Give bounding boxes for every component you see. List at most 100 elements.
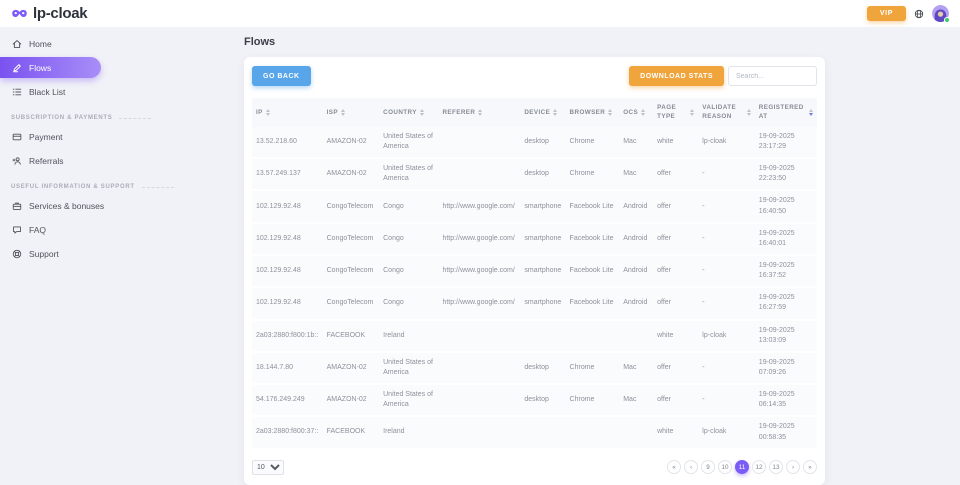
flows-table-header: IP ISP COUNTRY REFERER DEVICE BROWSER OCS PAGE … (252, 98, 817, 127)
sidebar-item-faq[interactable]: FAQ (0, 219, 230, 240)
blacklist-icon (11, 87, 22, 97)
cell-registered_at: 19-09-2025 22:23:50 (754, 158, 817, 192)
cell-page_type: offer (653, 287, 699, 321)
table-row: 102.129.92.48 CongoTelecom Congo http://www… (252, 190, 817, 224)
home-icon (11, 39, 22, 49)
column-header-ocs[interactable]: OCS (619, 98, 654, 127)
sort-icon (478, 108, 483, 116)
table-row: 2a03:2880:f800:1b:: FACEBOOK Ireland white l… (252, 319, 817, 353)
column-label: IP (256, 108, 263, 116)
cell-page_type: white (653, 319, 699, 353)
table-row: 18.144.7.80 AMAZON-02 United States of Ame… (252, 351, 817, 386)
download-stats-button[interactable]: DOWNLOAD STATS (629, 66, 724, 86)
cell-isp: AMAZON-02 (322, 158, 380, 192)
column-header-referer[interactable]: REFERER (438, 98, 521, 127)
sidebar: Home Flows Black List SUBSCRIPTION & PAYMEN… (0, 27, 230, 267)
cell-referer (438, 126, 521, 160)
card-footer: 10 «‹ 9 10 11 12 13 ›» (252, 459, 817, 475)
table-row: 2a03:2880:f800:37:: FACEBOOK Ireland white l… (252, 416, 817, 450)
pagination-page-13[interactable]: 13 (769, 460, 783, 475)
sidebar-item-services-bonuses[interactable]: Services & bonuses (0, 195, 230, 216)
cell-isp: AMAZON-02 (322, 126, 380, 160)
cell-registered_at: 19-09-2025 16:37:52 (754, 255, 817, 289)
language-globe-icon[interactable] (914, 9, 924, 19)
pagination-last-page[interactable]: » (803, 460, 817, 475)
page-size-select[interactable]: 10 (252, 459, 284, 475)
column-header-page-type[interactable]: PAGE TYPE (653, 98, 699, 127)
column-label: REGISTERED AT (758, 104, 804, 121)
cell-device: smartphone (520, 287, 566, 321)
cell-page_type: offer (653, 158, 699, 192)
table-row: 102.129.92.48 CongoTelecom Congo http://www… (252, 287, 817, 321)
support-icon (11, 249, 22, 259)
cell-ocs: Android (619, 255, 654, 289)
cell-page_type: offer (653, 190, 699, 224)
cell-page_type: offer (653, 255, 699, 289)
sidebar-item-label: Payment (29, 131, 63, 142)
user-avatar[interactable] (932, 5, 950, 23)
pagination-page-12[interactable]: 12 (752, 460, 766, 475)
sidebar-item-label: Support (29, 248, 59, 259)
cell-ip: 102.129.92.48 (252, 287, 323, 321)
pagination-page-11[interactable]: 11 (735, 460, 749, 475)
column-label: DEVICE (524, 108, 551, 116)
pagination-page-10[interactable]: 10 (718, 460, 732, 475)
pagination-next-page[interactable]: › (786, 460, 800, 475)
pagination-prev-page[interactable]: ‹ (684, 460, 698, 475)
pagination-first-page[interactable]: « (667, 460, 681, 475)
sidebar-item-support[interactable]: Support (0, 243, 230, 264)
cell-validate_reason: - (698, 351, 755, 386)
brand-logo[interactable]: lp-cloak (11, 5, 88, 22)
column-header-ip[interactable]: IP (252, 98, 323, 127)
column-header-country[interactable]: COUNTRY (379, 98, 439, 127)
cell-isp: CongoTelecom (322, 222, 380, 257)
table-row: 102.129.92.48 CongoTelecom Congo http://www… (252, 255, 817, 289)
table-row: 13.57.249.137 AMAZON-02 United States of A… (252, 158, 817, 192)
column-header-device[interactable]: DEVICE (520, 98, 566, 127)
sidebar-item-label: FAQ (29, 224, 47, 235)
sort-icon (809, 108, 813, 116)
topbar: lp-cloak VIP (0, 0, 960, 27)
column-header-isp[interactable]: ISP (322, 98, 380, 127)
sidebar-item-referrals[interactable]: Referrals (0, 150, 230, 171)
go-back-button[interactable]: GO BACK (252, 66, 311, 86)
column-label: PAGE TYPE (657, 104, 677, 121)
sidebar-section-label-subscription-payments: SUBSCRIPTION & PAYMENTS (0, 115, 230, 121)
cell-ip: 102.129.92.48 (252, 222, 323, 257)
cell-country: Ireland (379, 416, 439, 450)
sidebar-item-payment[interactable]: Payment (0, 126, 230, 147)
cell-isp: CongoTelecom (322, 287, 380, 321)
cell-validate_reason: - (698, 287, 755, 321)
column-header-registered-at[interactable]: REGISTERED AT (754, 98, 817, 127)
pagination-page-9[interactable]: 9 (701, 460, 715, 475)
sidebar-item-label: Flows (29, 62, 52, 73)
sidebar-item-home[interactable]: Home (0, 33, 230, 54)
services-icon (11, 201, 22, 211)
cell-ip: 18.144.7.80 (252, 351, 323, 386)
brand-name: lp-cloak (33, 5, 88, 22)
cell-country: Congo (379, 255, 439, 289)
column-header-browser[interactable]: BROWSER (565, 98, 620, 127)
cell-validate_reason: lp-cloak (698, 416, 755, 450)
vip-button[interactable]: VIP (866, 6, 906, 21)
cell-isp: CongoTelecom (322, 255, 380, 289)
cell-page_type: offer (653, 351, 699, 386)
search-input[interactable] (728, 66, 817, 86)
column-label: REFERER (442, 108, 476, 116)
card-toolbar: GO BACK DOWNLOAD STATS (252, 66, 817, 86)
cell-isp: FACEBOOK (322, 416, 380, 450)
cell-ocs: Mac (619, 158, 654, 192)
cell-browser: Chrome (565, 384, 620, 418)
sidebar-item-black-list[interactable]: Black List (0, 81, 230, 102)
sort-icon (340, 108, 345, 116)
cell-registered_at: 19-09-2025 16:27:59 (754, 287, 817, 321)
cell-isp: CongoTelecom (322, 190, 380, 224)
cell-ip: 102.129.92.48 (252, 255, 323, 289)
cell-device: smartphone (520, 222, 566, 257)
cell-ip: 54.176.249.249 (252, 384, 323, 418)
cell-isp: AMAZON-02 (322, 384, 380, 418)
faq-icon (11, 225, 22, 235)
cell-registered_at: 19-09-2025 16:40:01 (754, 222, 817, 257)
sidebar-item-flows[interactable]: Flows (0, 57, 101, 78)
column-header-validate-reason[interactable]: VALIDATE REASON (698, 98, 755, 127)
